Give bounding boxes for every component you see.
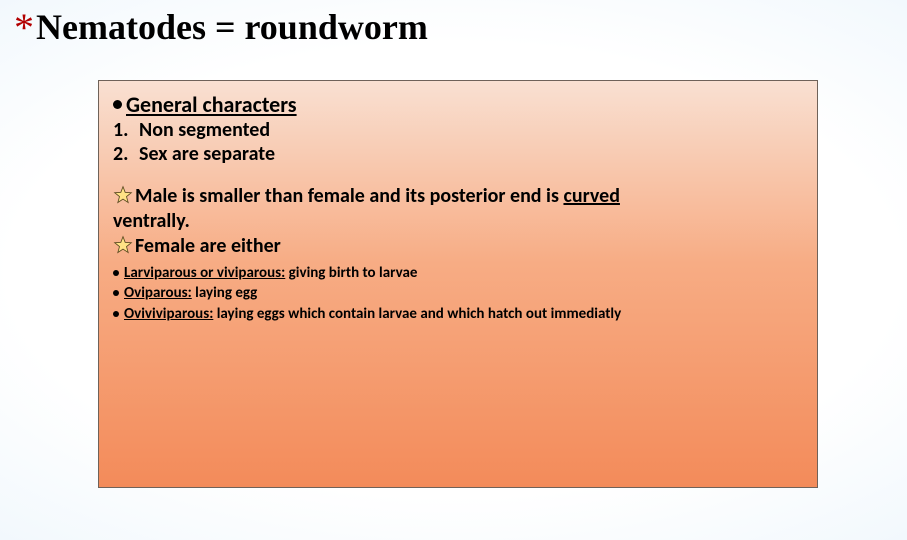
list-item: 2. Sex are separate [113, 142, 803, 166]
male-note-underlined: curved [563, 184, 619, 208]
bullet-dot-icon [113, 270, 119, 276]
female-note-text: Female are either [135, 234, 281, 258]
sub-bullet-underlined: Larviparous or viviparous: [124, 264, 285, 282]
sub-bullet-rest: laying egg [192, 284, 257, 302]
slide-title: Nematodes = roundworm [36, 6, 428, 48]
bullet-dot-icon [113, 290, 119, 296]
sub-bullet-underlined: Oviparous: [124, 284, 192, 302]
spacer [113, 166, 803, 184]
sub-bullet-underlined: Oviviviparous: [124, 305, 213, 323]
slide-title-row: * Nematodes = roundworm [14, 6, 428, 48]
section-header-text: General characters [126, 91, 297, 118]
list-text: Non segmented [139, 118, 270, 142]
sub-bullet-rest: giving birth to larvae [285, 264, 417, 282]
sub-bullet: Larviparous or viviparous: giving birth … [113, 263, 803, 283]
bullet-dot-icon [113, 100, 122, 109]
list-number: 1. [113, 118, 128, 142]
list-number: 2. [113, 142, 128, 166]
sub-bullet-text: Oviparous: laying egg [124, 283, 257, 303]
list-text: Sex are separate [139, 142, 275, 166]
female-note: Female are either [113, 234, 803, 259]
male-note: Male is smaller than female and its post… [113, 184, 803, 209]
sub-bullet-rest: laying eggs which contain larvae and whi… [213, 305, 621, 323]
sub-bullet-text: Oviviviparous: laying eggs which contain… [124, 304, 621, 324]
bullet-dot-icon [113, 311, 119, 317]
asterisk-icon: * [14, 8, 34, 48]
sub-bullet-text: Larviparous or viviparous: giving birth … [124, 263, 417, 283]
male-note-line2: ventrally. [113, 209, 803, 234]
male-note-pre: Male is smaller than female and its post… [135, 184, 563, 208]
star-icon [113, 235, 133, 255]
sub-bullet: Oviparous: laying egg [113, 283, 803, 303]
star-icon [113, 185, 133, 205]
content-box: General characters 1. Non segmented 2. S… [98, 80, 818, 488]
list-item: 1. Non segmented [113, 118, 803, 142]
section-header: General characters [113, 91, 803, 118]
sub-bullet: Oviviviparous: laying eggs which contain… [113, 304, 803, 324]
